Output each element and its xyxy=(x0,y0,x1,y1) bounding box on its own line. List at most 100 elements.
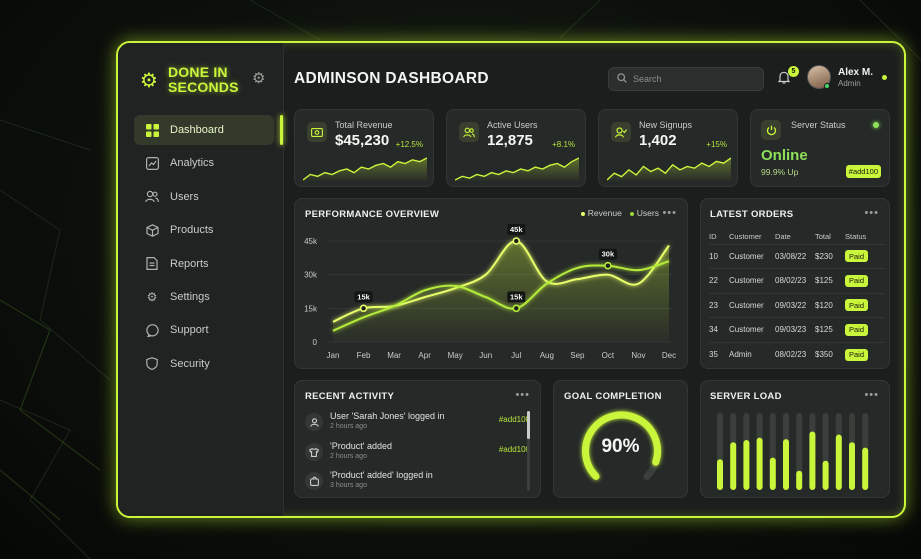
sparkline xyxy=(607,157,731,182)
sidebar-item-reports[interactable]: Reports xyxy=(134,249,274,279)
sidebar-item-label: Settings xyxy=(170,290,210,303)
sidebar-item-label: Reports xyxy=(170,257,209,270)
activity-tag: #add100 xyxy=(498,445,530,454)
list-item[interactable]: 'Product' added 2 hours ago #add100 xyxy=(305,441,530,467)
more-icon[interactable]: ••• xyxy=(864,207,879,219)
goal-progress xyxy=(582,411,661,480)
order-id: 10 xyxy=(709,243,729,269)
chat-icon xyxy=(144,322,160,338)
goal-card: GOAL COMPLETION 90% xyxy=(553,380,688,498)
order-customer: Customer xyxy=(729,268,775,293)
sidebar-item-products[interactable]: Products xyxy=(134,215,274,245)
data-label: 45k xyxy=(510,225,523,234)
sparkline-area xyxy=(303,158,427,182)
revenue-area xyxy=(333,240,669,342)
stat-label: Active Users xyxy=(487,120,538,130)
load-bar xyxy=(809,431,816,490)
order-customer: Customer xyxy=(729,292,775,318)
y-tick-label: 0 xyxy=(313,338,318,347)
sidebar-item-settings[interactable]: ⚙ Settings xyxy=(134,282,274,312)
stat-card-signups[interactable]: New Signups 1,402 +15% xyxy=(598,109,738,187)
activity-card: RECENT ACTIVITY ••• User 'Sarah Jones' l… xyxy=(294,380,541,498)
page-title: ADMINSON DASHBOARD xyxy=(294,70,489,87)
data-point xyxy=(359,304,368,313)
analytics-icon xyxy=(144,155,160,171)
settings-icon[interactable]: ⚙ xyxy=(252,70,266,87)
sidebar-item-label: Dashboard xyxy=(170,124,224,136)
order-id: 23 xyxy=(709,292,729,318)
legend-revenue[interactable]: Revenue xyxy=(580,208,622,218)
table-row[interactable]: 22 Customer 08/02/23 $125 Paid xyxy=(709,268,885,293)
more-icon[interactable]: ••• xyxy=(864,389,879,401)
table-row[interactable]: 23 Customer 09/03/22 $120 Paid xyxy=(709,292,885,318)
card-title: GOAL COMPLETION xyxy=(564,391,662,402)
data-point xyxy=(604,261,612,270)
x-tick-label: Mar xyxy=(387,351,401,360)
stat-label: Server Status xyxy=(791,120,846,130)
orders-table: ID Customer Date Total Status 10 Custome… xyxy=(709,229,885,367)
table-row[interactable]: 34 Customer 09/03/23 $125 Paid xyxy=(709,317,885,342)
stat-change: +8.1% xyxy=(552,140,575,149)
data-label-bg xyxy=(507,291,526,303)
column-header: Customer xyxy=(729,231,762,241)
y-tick-label: 45k xyxy=(304,237,318,246)
goal-value: 90% xyxy=(601,436,640,457)
column-header: Status xyxy=(845,231,867,241)
list-item[interactable]: 'Product' added' logged in 3 hours ago xyxy=(305,470,530,496)
table-row[interactable]: 10 Customer 03/08/22 $230 Paid xyxy=(709,243,885,269)
order-total: $120 xyxy=(815,292,845,318)
order-date: 08/02/23 xyxy=(775,268,815,293)
server-status-card[interactable]: Server Status Online 99.9% Up #add100 xyxy=(750,109,890,187)
card-title: SERVER LOAD xyxy=(710,391,782,402)
active-indicator xyxy=(280,115,283,145)
bag-icon xyxy=(305,472,323,490)
notification-badge: 5 xyxy=(788,66,799,77)
sidebar-item-support[interactable]: Support xyxy=(134,315,274,345)
more-icon[interactable]: ••• xyxy=(515,389,530,401)
stat-change: +15% xyxy=(706,140,727,149)
activity-tag: #add100 xyxy=(498,415,530,424)
sidebar-item-label: Users xyxy=(170,190,199,203)
scrollbar[interactable] xyxy=(527,411,530,491)
power-icon xyxy=(761,120,781,140)
performance-card: PERFORMANCE OVERVIEW Revenue Users ••• 0… xyxy=(294,198,688,369)
table-row[interactable]: 35 Admin 08/02/23 $350 Paid xyxy=(709,341,885,367)
shield-icon xyxy=(144,356,160,372)
data-label-bg xyxy=(507,224,526,235)
search-box[interactable] xyxy=(608,67,764,91)
load-bar xyxy=(756,437,763,490)
activity-text: 'Product' added' logged in xyxy=(330,470,433,480)
sidebar-item-users[interactable]: Users xyxy=(134,182,274,212)
more-icon[interactable]: ••• xyxy=(662,207,677,219)
order-id: 35 xyxy=(709,341,729,367)
load-bar xyxy=(769,457,776,490)
sidebar-item-security[interactable]: Security xyxy=(134,349,274,379)
search-icon xyxy=(617,72,627,86)
sparkline xyxy=(455,157,579,182)
activity-time: 3 hours ago xyxy=(330,482,367,489)
order-customer: Customer xyxy=(729,317,775,342)
load-bar xyxy=(730,442,737,490)
card-title: PERFORMANCE OVERVIEW xyxy=(305,209,440,220)
bell-icon[interactable] xyxy=(777,71,791,87)
stat-card-revenue[interactable]: Total Revenue $45,230 +12.5% xyxy=(294,109,434,187)
order-total: $230 xyxy=(815,243,845,269)
y-tick-label: 30k xyxy=(304,271,318,280)
x-tick-label: Dec xyxy=(662,351,676,360)
activity-time: 2 hours ago xyxy=(330,423,367,430)
stat-card-users[interactable]: Active Users 12,875 +8.1% xyxy=(446,109,586,187)
data-label-bg xyxy=(598,248,617,260)
legend-users[interactable]: Users xyxy=(629,208,659,218)
sidebar-item-dashboard[interactable]: Dashboard xyxy=(134,115,274,145)
server-load-chart xyxy=(717,413,869,490)
column-header: Total xyxy=(815,231,831,241)
brand-line-1: DONE IN xyxy=(168,64,228,80)
search-input[interactable] xyxy=(633,74,753,84)
status-badge: #add100 xyxy=(845,165,881,178)
users-icon xyxy=(459,122,479,142)
sidebar-item-analytics[interactable]: Analytics xyxy=(134,148,274,178)
load-bar xyxy=(743,439,750,490)
y-tick-label: 15k xyxy=(304,304,318,313)
scrollbar-thumb[interactable] xyxy=(527,411,530,439)
list-item[interactable]: User 'Sarah Jones' logged in 2 hours ago… xyxy=(305,411,530,437)
